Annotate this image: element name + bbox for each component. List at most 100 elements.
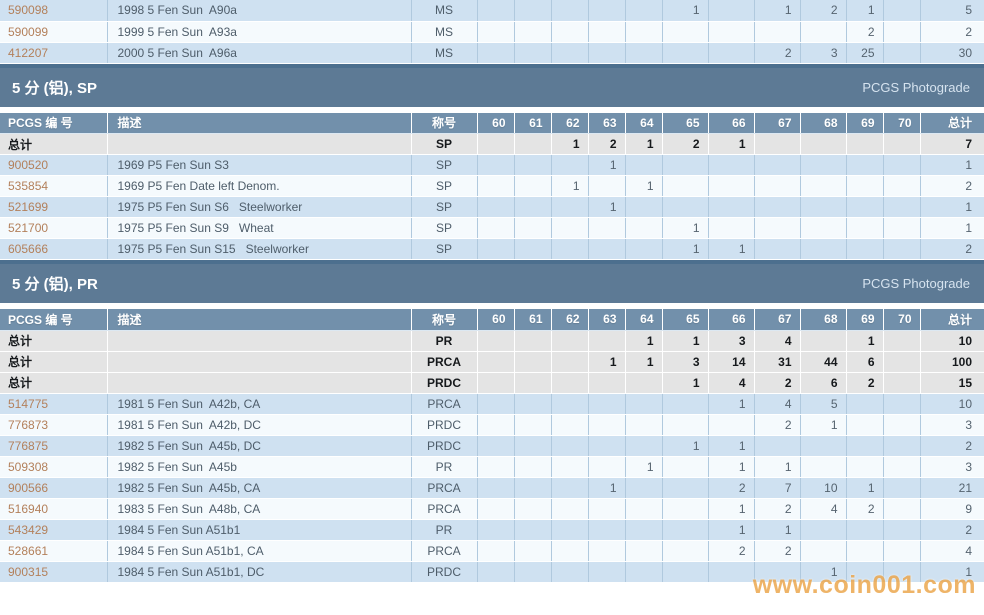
grade-67-count: 1 xyxy=(754,519,801,541)
grade-61-count xyxy=(514,175,552,197)
designation: PRCA xyxy=(411,498,478,520)
section-title-pr: 5 分 (铝), PR xyxy=(12,276,98,293)
grade-67-count xyxy=(754,238,801,260)
row-total-count: 10 xyxy=(920,330,984,352)
pcgs-number-link[interactable]: 521700 xyxy=(8,221,49,235)
sp-population-table: PCGS 编 号 描述 称号 60 61 62 63 64 65 66 67 6… xyxy=(0,112,984,260)
pcgs-number-cell: 605666 xyxy=(0,238,108,260)
grade-61-count xyxy=(514,393,552,415)
pcgs-number-link[interactable]: 528661 xyxy=(8,543,49,558)
designation: PRCA xyxy=(411,540,478,562)
grade-63-count: 1 xyxy=(588,154,626,176)
grade-64-count: 1 xyxy=(625,456,663,478)
grade-67-count: 2 xyxy=(754,498,801,520)
grade-69-count xyxy=(846,561,884,583)
grade-62-count xyxy=(551,217,589,239)
grade-68-count: 6 xyxy=(800,372,847,394)
total-label: 总计 xyxy=(0,351,108,373)
coin-row: 543429 1984 5 Fen Sun A51b1 PR 1 1 2 xyxy=(0,519,984,541)
pcgs-number-link[interactable]: 776873 xyxy=(8,417,49,432)
grade-66-count: 3 xyxy=(708,330,755,352)
pcgs-number-link[interactable]: 509308 xyxy=(8,459,49,474)
designation: MS xyxy=(411,42,478,64)
grade-60-count xyxy=(477,154,515,176)
grade-60-count xyxy=(477,196,515,218)
coin-description xyxy=(107,133,412,155)
grade-67-count xyxy=(754,175,801,197)
designation: PRCA xyxy=(411,477,478,499)
grade-70-count xyxy=(883,435,921,457)
grade-60-count xyxy=(477,133,515,155)
grade-66-count xyxy=(708,21,755,43)
grade-64-count xyxy=(625,561,663,583)
grade-67-count: 1 xyxy=(754,456,801,478)
section-gap xyxy=(0,106,984,113)
col-header-designation: 称号 xyxy=(411,112,478,134)
grade-67-count xyxy=(754,196,801,218)
pcgs-number-link[interactable]: 521699 xyxy=(8,200,49,214)
pcgs-number-cell: 590098 xyxy=(0,0,108,22)
pcgs-number-link[interactable]: 516940 xyxy=(8,501,49,516)
grade-61-count xyxy=(514,217,552,239)
grade-70-count xyxy=(883,456,921,478)
col-header-67: 67 xyxy=(754,112,801,134)
grade-62-count xyxy=(551,330,589,352)
col-header-65: 65 xyxy=(662,112,709,134)
ms-population-table: 590098 1998 5 Fen Sun A90a MS 1 1 2 1 5 590099 19… xyxy=(0,0,984,64)
grade-64-count xyxy=(625,21,663,43)
grade-68-count xyxy=(800,21,847,43)
pcgs-number-link[interactable]: 590099 xyxy=(8,24,49,39)
grade-62-count xyxy=(551,456,589,478)
grade-63-count xyxy=(588,393,626,415)
grade-69-count xyxy=(846,393,884,415)
grade-61-count xyxy=(514,330,552,352)
grade-70-count xyxy=(883,561,921,583)
coin-row: 516940 1983 5 Fen Sun A48b, CA PRCA 1 2 4 2 9 xyxy=(0,498,984,520)
coin-row: 528661 1984 5 Fen Sun A51b1, CA PRCA 2 2 4 xyxy=(0,540,984,562)
grade-64-count xyxy=(625,540,663,562)
pcgs-number-link[interactable]: 412207 xyxy=(8,45,49,60)
grade-66-count: 1 xyxy=(708,393,755,415)
pcgs-number-link[interactable]: 514775 xyxy=(8,396,49,411)
col-header-69: 69 xyxy=(846,309,884,331)
grade-66-count: 2 xyxy=(708,477,755,499)
section-title-sp: 5 分 (铝), SP xyxy=(12,79,98,97)
grade-62-count xyxy=(551,0,589,22)
grade-65-count: 1 xyxy=(662,0,709,22)
pcgs-number-cell: 521700 xyxy=(0,217,108,239)
coin-row: 590098 1998 5 Fen Sun A90a MS 1 1 2 1 5 xyxy=(0,0,984,22)
grade-66-count: 1 xyxy=(708,519,755,541)
row-total-count: 2 xyxy=(920,238,984,260)
pcgs-number-link[interactable]: 900315 xyxy=(8,564,49,579)
grade-61-count xyxy=(514,372,552,394)
pcgs-number-link[interactable]: 590098 xyxy=(8,3,49,18)
photograde-link[interactable]: PCGS Photograde xyxy=(862,79,970,95)
photograde-link[interactable]: PCGS Photograde xyxy=(862,276,970,291)
grade-69-count xyxy=(846,133,884,155)
pcgs-number-link[interactable]: 543429 xyxy=(8,522,49,537)
pcgs-number-link[interactable]: 535854 xyxy=(8,179,49,193)
pcgs-number-link[interactable]: 900566 xyxy=(8,480,49,495)
pcgs-number-link[interactable]: 605666 xyxy=(8,242,49,256)
grade-60-count xyxy=(477,21,515,43)
col-header-62: 62 xyxy=(551,309,589,331)
grade-62-count xyxy=(551,414,589,436)
grade-65-count: 1 xyxy=(662,330,709,352)
grade-68-count xyxy=(800,238,847,260)
grade-70-count xyxy=(883,42,921,64)
grade-67-count: 7 xyxy=(754,477,801,499)
grade-67-count: 2 xyxy=(754,414,801,436)
coin-description: 1982 5 Fen Sun A45b xyxy=(107,456,412,478)
grade-67-count xyxy=(754,561,801,583)
pcgs-number-link[interactable]: 900520 xyxy=(8,158,49,172)
col-header-61: 61 xyxy=(514,112,552,134)
grade-62-count xyxy=(551,519,589,541)
col-header-total: 总计 xyxy=(920,112,984,134)
grade-69-count: 1 xyxy=(846,330,884,352)
pcgs-number-cell: 514775 xyxy=(0,393,108,415)
grade-60-count xyxy=(477,330,515,352)
grade-63-count xyxy=(588,175,626,197)
pcgs-number-link[interactable]: 776875 xyxy=(8,438,49,453)
grade-69-count xyxy=(846,519,884,541)
grade-66-count: 1 xyxy=(708,498,755,520)
